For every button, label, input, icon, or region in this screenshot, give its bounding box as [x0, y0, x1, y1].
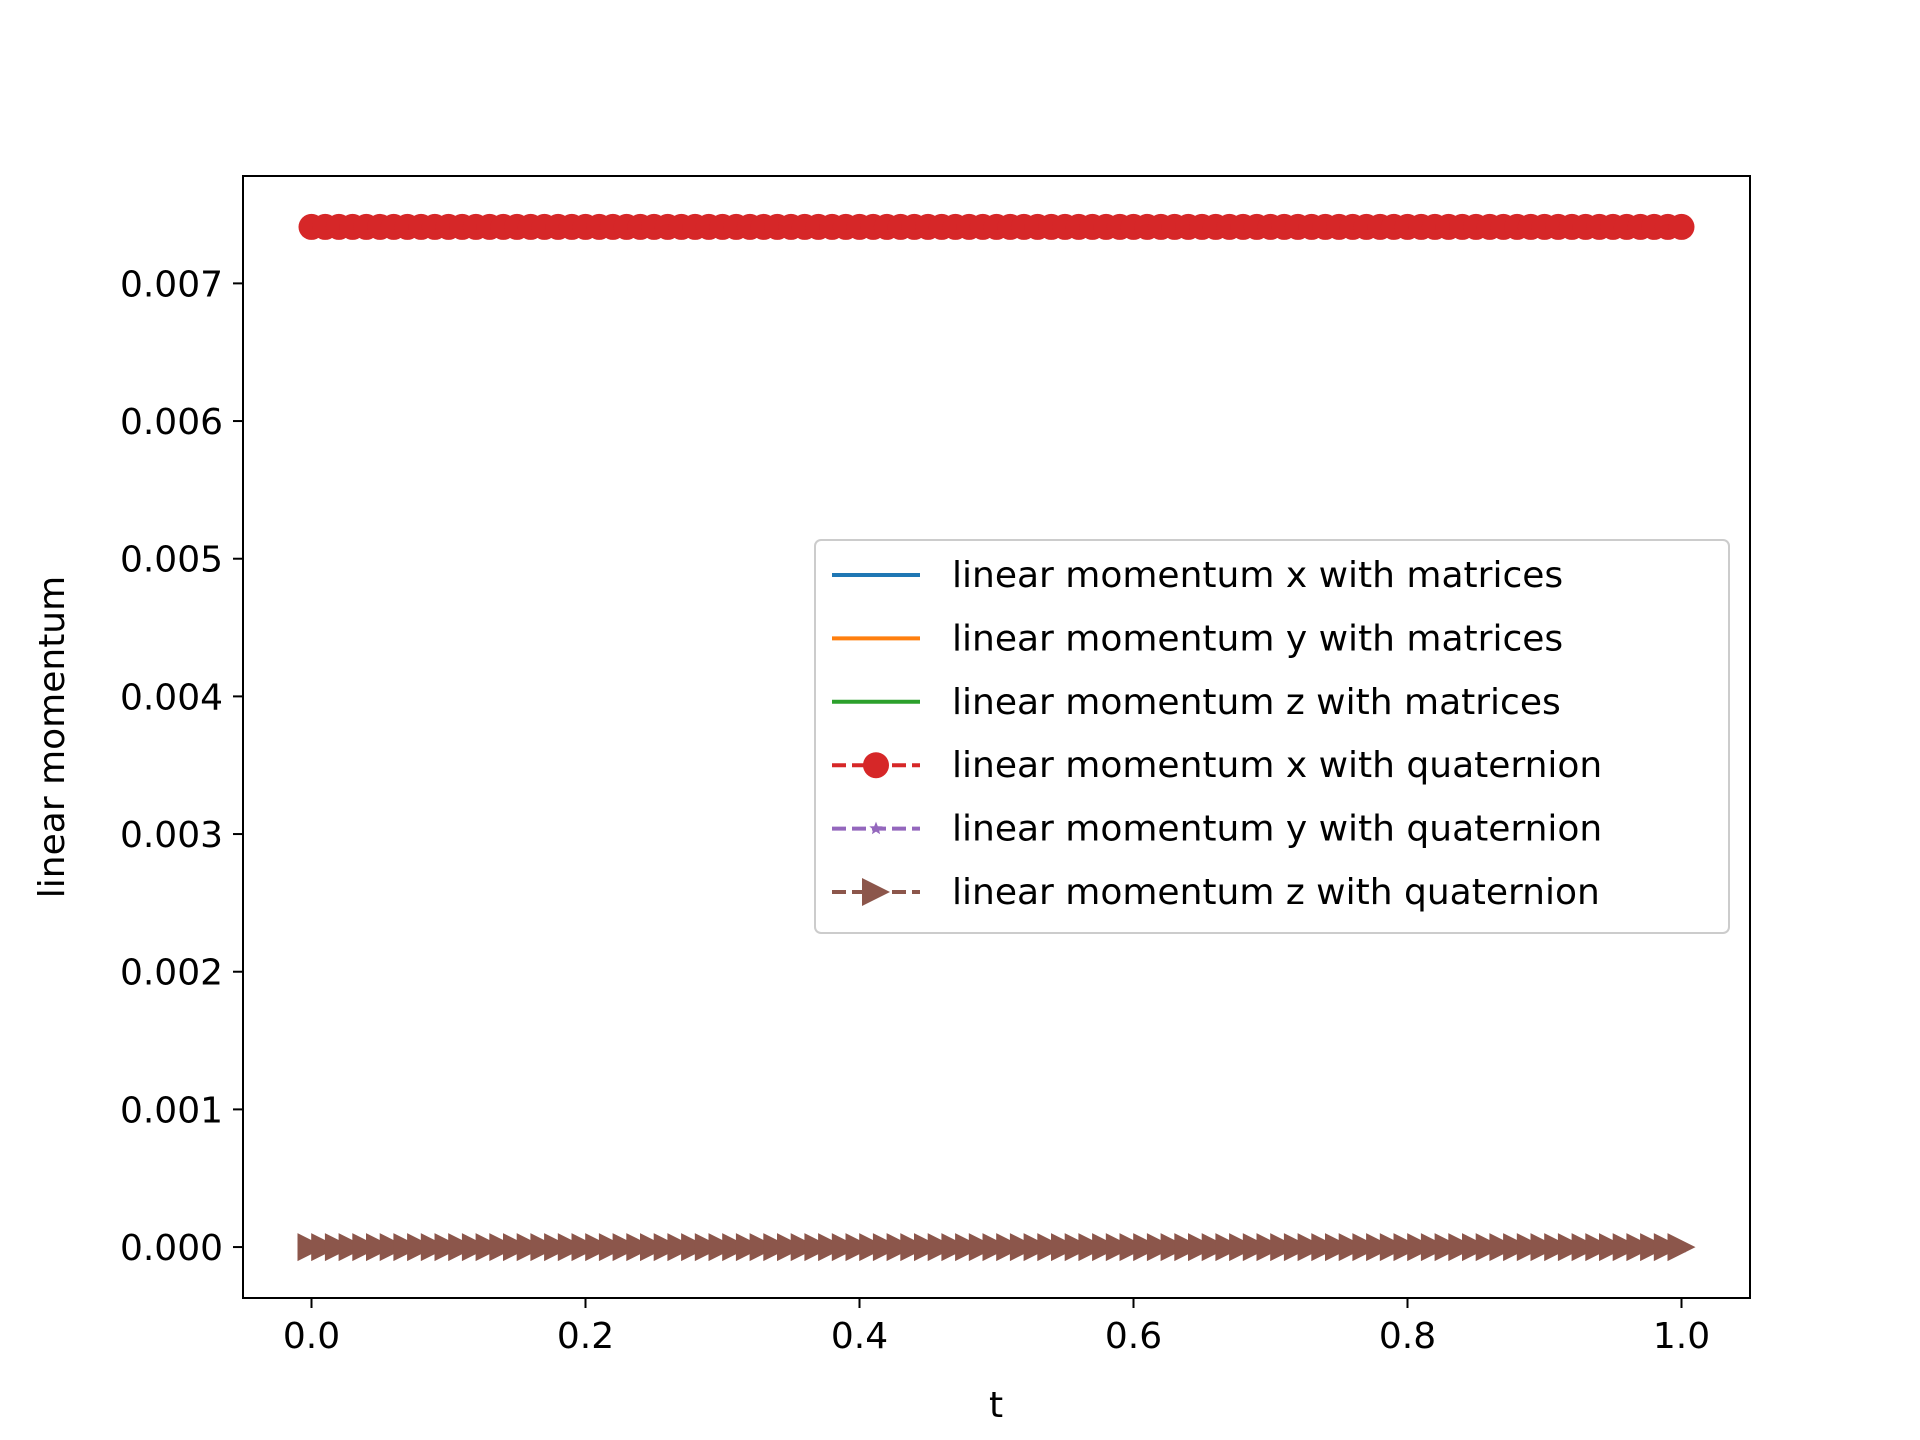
data-point: [862, 878, 890, 906]
y-axis: 0.000 0.001 0.002 0.003 0.004 0.005 0.006 0.007: [120, 264, 243, 1269]
legend-item: linear momentum x with matrices: [832, 555, 1563, 596]
series-6: [297, 1233, 1696, 1262]
plot-area: [297, 213, 1696, 1262]
legend-box: [814, 539, 1730, 934]
legend-label: linear momentum y with quaternion: [952, 809, 1602, 850]
legend-item: linear momentum y with matrices: [832, 618, 1563, 659]
y-tick-label: 0.006: [120, 402, 223, 443]
x-axis-label: t: [989, 1385, 1003, 1426]
legend-item: linear momentum z with quaternion: [832, 872, 1600, 913]
x-tick-label: 0.4: [831, 1316, 888, 1357]
y-tick-label: 0.005: [120, 540, 223, 581]
y-tick-label: 0.001: [120, 1090, 223, 1131]
data-point: [1668, 213, 1695, 240]
series-4: [298, 213, 1695, 240]
y-tick-label: 0.003: [120, 815, 223, 856]
x-tick-label: 0.0: [283, 1316, 340, 1357]
legend-label: linear momentum z with matrices: [952, 682, 1561, 723]
y-tick-label: 0.002: [120, 953, 223, 994]
x-tick-label: 0.2: [557, 1316, 614, 1357]
data-point: [869, 821, 883, 835]
legend-item: linear momentum z with matrices: [832, 682, 1561, 723]
x-axis: 0.0 0.2 0.4 0.6 0.8 1.0: [283, 1298, 1710, 1357]
legend-label: linear momentum y with matrices: [952, 618, 1563, 659]
legend-item: linear momentum x with quaternion: [832, 745, 1602, 786]
legend-label: linear momentum x with matrices: [952, 555, 1563, 596]
x-tick-label: 1.0: [1653, 1316, 1710, 1357]
legend-label: linear momentum x with quaternion: [952, 745, 1602, 786]
data-point: [863, 752, 889, 779]
y-tick-label: 0.004: [120, 677, 223, 718]
legend: linear momentum x with matrices linear mo…: [814, 539, 1730, 934]
y-axis-label: linear momentum: [32, 576, 73, 898]
y-tick-label: 0.000: [120, 1228, 223, 1269]
legend-label: linear momentum z with quaternion: [952, 872, 1600, 913]
axes-frame: [242, 175, 1751, 1299]
x-tick-label: 0.6: [1105, 1316, 1162, 1357]
data-point: [1667, 1233, 1696, 1262]
x-tick-label: 0.8: [1379, 1316, 1436, 1357]
y-tick-label: 0.007: [120, 264, 223, 305]
legend-item: linear momentum y with quaternion: [832, 809, 1602, 850]
